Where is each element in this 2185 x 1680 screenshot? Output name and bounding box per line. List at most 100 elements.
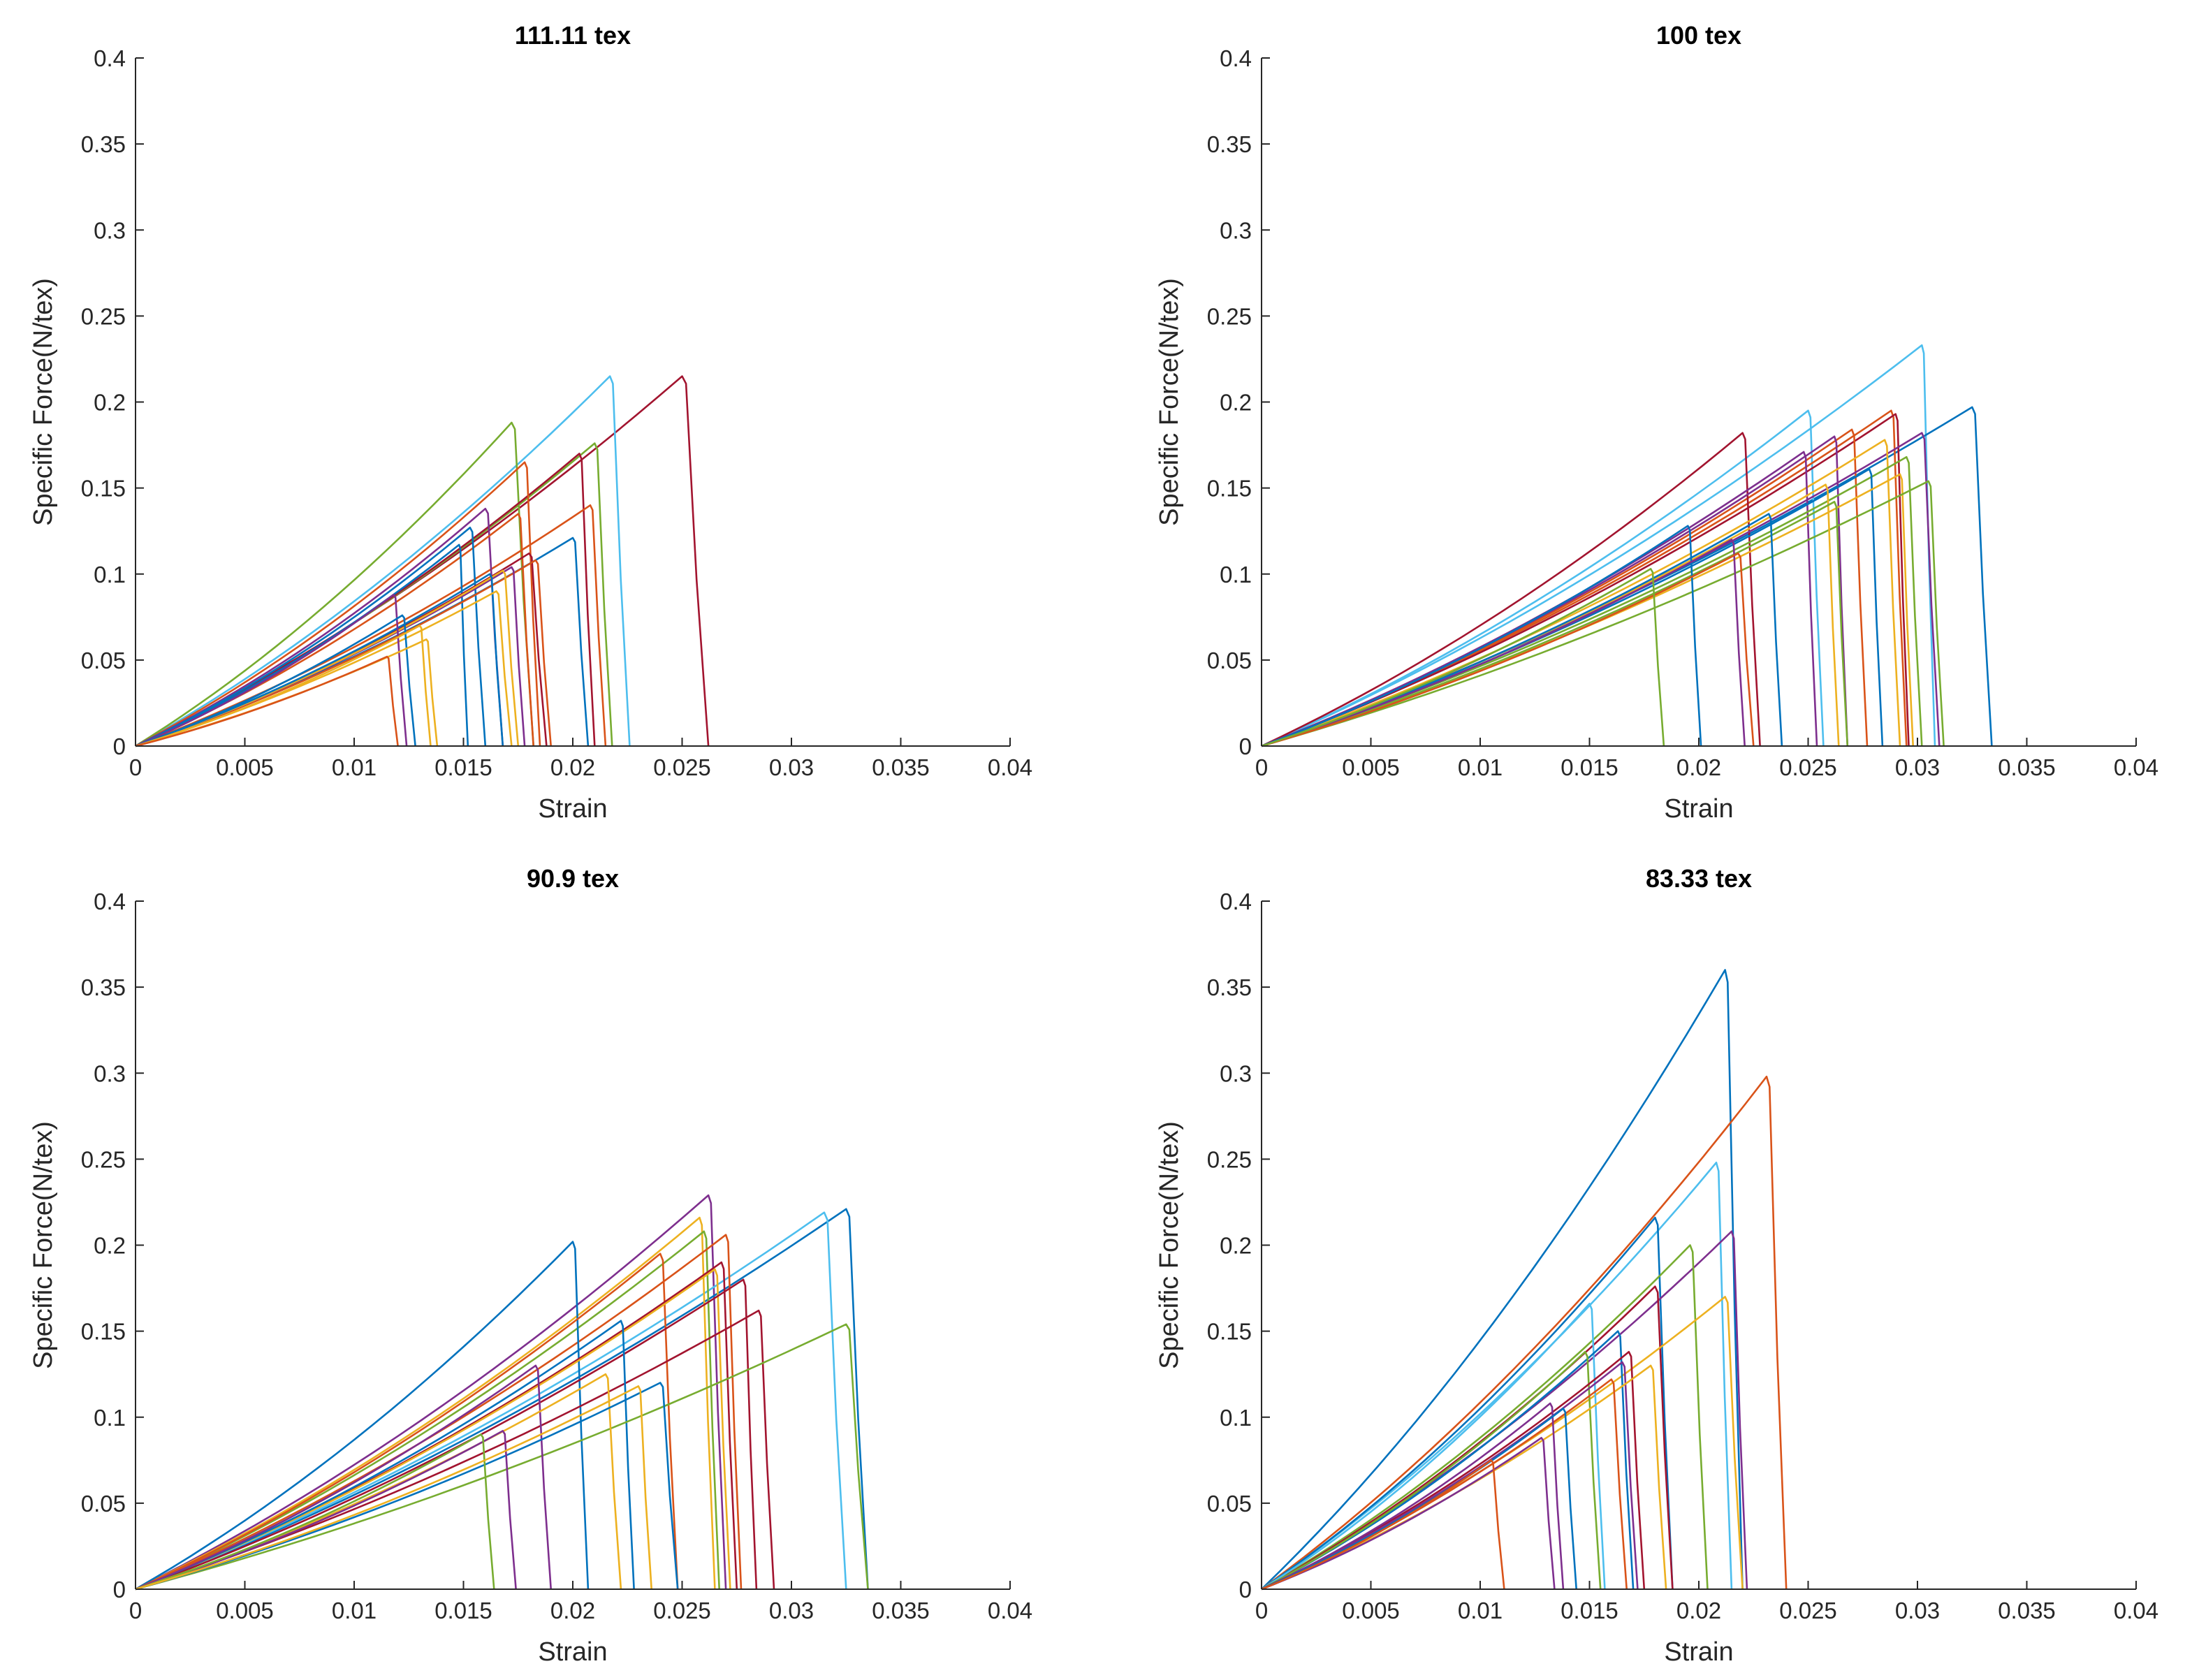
y-tick-label: 0.2 xyxy=(94,390,126,416)
y-tick-label: 0.35 xyxy=(1207,974,1252,1000)
x-tick-label: 0.01 xyxy=(332,754,377,780)
y-tick-label: 0 xyxy=(1239,1577,1252,1602)
series-line-22 xyxy=(1261,568,1665,747)
series-line-2 xyxy=(1261,1075,1788,1591)
series-line-16 xyxy=(1261,1402,1565,1591)
series-line-1 xyxy=(1261,969,1744,1590)
y-tick-label: 0.3 xyxy=(1220,1060,1252,1086)
series-line-20 xyxy=(135,1385,652,1591)
y-tick-label: 0.1 xyxy=(94,562,126,587)
x-tick-label: 0.02 xyxy=(1676,1598,1721,1623)
x-tick-label: 0 xyxy=(1255,1598,1268,1623)
series-group xyxy=(1261,969,1788,1591)
series-line-6 xyxy=(135,461,541,747)
x-tick-label: 0.035 xyxy=(872,1598,930,1623)
y-tick-label: 0.4 xyxy=(1220,889,1252,914)
x-tick-label: 0.02 xyxy=(550,1598,595,1623)
y-axis-label: Specific Force(N/tex) xyxy=(1155,1121,1184,1369)
y-axis-label: Specific Force(N/tex) xyxy=(1155,278,1184,526)
x-tick-label: 0.005 xyxy=(1342,1598,1400,1623)
series-line-7 xyxy=(1261,1285,1674,1591)
series-line-17 xyxy=(1261,501,1849,747)
x-axis-label: Strain xyxy=(1664,1637,1733,1667)
x-tick-label: 0.03 xyxy=(769,754,814,780)
y-tick-label: 0.05 xyxy=(81,1491,126,1517)
y-tick-label: 0.05 xyxy=(81,648,126,673)
x-tick-label: 0 xyxy=(129,754,142,780)
y-tick-label: 0.25 xyxy=(1207,1146,1252,1172)
y-tick-label: 0 xyxy=(113,1577,126,1602)
series-line-20 xyxy=(135,614,416,747)
series-line-10 xyxy=(135,527,487,747)
y-tick-label: 0.4 xyxy=(94,889,126,914)
x-axis-label: Strain xyxy=(1664,794,1733,824)
x-tick-label: 0.03 xyxy=(1895,1598,1940,1623)
y-tick-label: 0.1 xyxy=(1220,1405,1252,1431)
series-line-18 xyxy=(135,1430,517,1591)
series-line-10 xyxy=(1261,439,1901,747)
x-tick-label: 0.04 xyxy=(2114,1598,2158,1623)
series-line-18 xyxy=(1261,1437,1556,1591)
x-tick-label: 0.01 xyxy=(332,1598,377,1623)
y-tick-label: 0.15 xyxy=(81,1319,126,1345)
y-axis-label: Specific Force(N/tex) xyxy=(29,1121,58,1369)
x-tick-label: 0.04 xyxy=(2114,754,2158,780)
series-line-13 xyxy=(1261,1361,1639,1591)
series-line-9 xyxy=(1261,1302,1606,1591)
y-tick-label: 0.05 xyxy=(1207,648,1252,673)
series-group xyxy=(135,1194,869,1591)
series-line-20 xyxy=(1261,539,1746,747)
series-line-4 xyxy=(135,1216,716,1591)
chart-title: 83.33 tex xyxy=(1646,864,1752,893)
y-tick-label: 0.4 xyxy=(94,45,126,71)
series-line-19 xyxy=(135,594,408,747)
series-line-5 xyxy=(135,453,596,747)
series-line-1 xyxy=(1261,344,1936,747)
y-axis-label: Specific Force(N/tex) xyxy=(29,278,58,526)
series-line-23 xyxy=(135,655,399,747)
y-tick-label: 0.2 xyxy=(94,1233,126,1259)
x-tick-label: 0.015 xyxy=(434,754,492,780)
y-tick-label: 0.1 xyxy=(1220,562,1252,587)
series-line-7 xyxy=(1261,432,1761,747)
series-line-19 xyxy=(135,1433,495,1591)
x-tick-label: 0.025 xyxy=(1779,1598,1837,1623)
chart-panel-3: 0 0.005 0.01 0.015 0.02 0.025 0.03 0.035 0.04 0 0.… xyxy=(29,864,1032,1667)
series-line-15 xyxy=(1261,480,1945,747)
y-tick-label: 0.35 xyxy=(1207,131,1252,157)
series-line-2 xyxy=(135,1208,869,1591)
series-line-1 xyxy=(135,1194,727,1591)
series-line-13 xyxy=(135,1320,635,1591)
y-tick-label: 0.25 xyxy=(81,1146,126,1172)
y-tick-label: 0 xyxy=(1239,733,1252,759)
series-line-6 xyxy=(1261,1244,1709,1591)
series-line-3 xyxy=(135,421,534,747)
series-line-8 xyxy=(135,1252,679,1591)
x-tick-label: 0.025 xyxy=(1779,754,1837,780)
x-tick-label: 0 xyxy=(1255,754,1268,780)
y-tick-label: 0 xyxy=(113,733,126,759)
x-tick-label: 0.005 xyxy=(216,1598,274,1623)
x-tick-label: 0 xyxy=(129,1598,142,1623)
chart-title: 90.9 tex xyxy=(527,864,619,893)
series-line-2 xyxy=(135,375,631,747)
x-tick-label: 0.015 xyxy=(434,1598,492,1623)
y-tick-label: 0.05 xyxy=(1207,1491,1252,1517)
x-tick-label: 0.01 xyxy=(1458,754,1503,780)
series-line-7 xyxy=(135,504,607,747)
series-line-3 xyxy=(135,1211,847,1591)
x-tick-label: 0.005 xyxy=(1342,754,1400,780)
series-line-8 xyxy=(135,507,504,747)
series-line-6 xyxy=(135,1234,743,1591)
chart-title: 111.11 tex xyxy=(515,21,631,50)
chart-panel-2: 0 0.005 0.01 0.015 0.02 0.025 0.03 0.035 0.04 0 0.… xyxy=(1155,21,2158,824)
x-tick-label: 0.035 xyxy=(872,754,930,780)
x-tick-label: 0.035 xyxy=(1998,754,2056,780)
series-line-3 xyxy=(1261,409,1825,747)
x-tick-label: 0.035 xyxy=(1998,1598,2056,1623)
chart-title: 100 tex xyxy=(1656,21,1741,50)
x-tick-label: 0.04 xyxy=(988,1598,1032,1623)
y-tick-label: 0.3 xyxy=(94,1060,126,1086)
y-tick-label: 0.2 xyxy=(1220,390,1252,416)
